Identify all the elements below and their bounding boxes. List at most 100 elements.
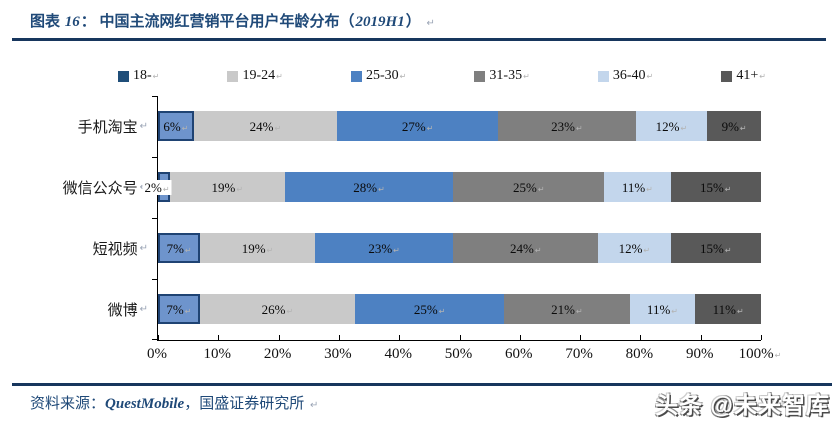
bar-segment-25-30[interactable]: 27%↵ [337,111,499,141]
bar-segment-25-30[interactable]: 25%↵ [355,294,505,324]
bar-segment-31-35[interactable]: 25%↵ [453,172,605,202]
data-label: 7%↵ [166,240,192,256]
category-label-text: 微博 [107,303,138,319]
legend-swatch-icon [597,70,609,82]
bar-segment-36-40[interactable]: 12%↵ [635,111,708,141]
data-label: 11%↵ [646,301,678,317]
paragraph-mark: ↵ [184,245,192,255]
bar-segment-41+[interactable]: 9%↵ [707,111,761,141]
bar-segment-19-24[interactable]: 19%↵ [170,172,285,202]
bar-segment-19-24[interactable]: 24%↵ [193,111,338,141]
bar-segment-18-[interactable]: 7%↵ [158,233,201,263]
data-label: 15%↵ [699,240,732,256]
value-axis-labels: 0% 10% 20% 30% 40% 50% 60% 70% 80% 90% 100%↵ [147,346,781,366]
category-label-text: 手机淘宝 [77,120,138,136]
category-label-手机淘宝: 手机淘宝 ↵ [0,96,150,157]
legend-item-19-24[interactable]: 19-24 ↵ [227,68,283,84]
data-label: 26%↵ [261,301,294,317]
paragraph-mark: ↵ [646,184,653,194]
value-axis-tick [700,335,702,340]
value-axis-tick [218,335,220,340]
paragraph-mark: ↵ [274,123,282,133]
data-label: 23%↵ [551,118,583,134]
legend-label: 19-24 [242,68,276,83]
legend-swatch-icon [118,70,129,82]
legend-item-36-40[interactable]: 36-40 ↵ [597,68,654,84]
paragraph-mark: ↵ [393,245,400,255]
value-axis-tick [338,335,340,340]
paragraph-mark: ↵ [537,184,545,194]
bar-segment-41+[interactable]: 15%↵ [670,233,761,263]
data-label: 21%↵ [551,301,583,317]
chart-plot-area: 6%↵ 24%↵ 27%↵ 23%↵ 12%↵ 9%↵ 2%↵ 19%↵ 28%↵ 25%↵ 11%… [142,96,762,341]
legend-item-41+[interactable]: 41+ ↵ [721,68,766,84]
data-label: 2%↵ [142,179,172,195]
bar-segment-31-35[interactable]: 23%↵ [498,111,636,141]
paragraph-mark: ↵ [646,71,654,81]
value-axis-label: 10% [203,346,232,362]
value-axis-label: 90% [685,346,714,362]
paragraph-mark: ↵ [739,123,747,133]
bar-segment-31-35[interactable]: 21%↵ [504,294,630,324]
paragraph-mark: ↵ [266,245,274,255]
category-axis-tick [152,96,158,97]
value-axis-label: 70% [565,346,593,362]
category-label-text: 微信公众号 [62,181,138,197]
bar-segment-19-24[interactable]: 26%↵ [199,294,355,324]
bar-segment-18-[interactable]: 6%↵ [158,111,194,141]
source-rest: ，国盛证券研究所 [184,396,305,412]
bar-segment-25-30[interactable]: 23%↵ [314,233,454,263]
legend-item-25-30[interactable]: 25-30 ↵ [350,68,406,84]
paragraph-mark: ↵ [162,184,170,194]
stacked-bar: 6%↵ 24%↵ 27%↵ 23%↵ 12%↵ 9%↵ [158,111,761,141]
legend-item-18-[interactable]: 18- ↵ [118,68,159,84]
value-axis-label: 50% [444,346,473,362]
paragraph-mark: ↵ [426,18,435,29]
figure-colon: ： [80,14,96,30]
bar-segment-36-40[interactable]: 11%↵ [604,172,671,202]
source-prefix: 资料来源： [30,396,106,412]
value-axis-label: 100%↵ [738,346,782,362]
bar-segment-18-[interactable]: 2%↵ [142,172,172,202]
legend-item-31-35[interactable]: 31-35 ↵ [474,68,530,84]
category-axis-tick [152,218,158,219]
category-label-微信公众号: 微信公众号↵ [0,157,150,218]
data-label: 19%↵ [211,179,244,195]
paragraph-mark: ↵ [286,306,294,316]
source-name: QuestMobile [105,396,185,412]
value-axis-label: 0% [147,346,167,362]
legend-swatch-icon [721,70,733,82]
category-axis-tick [152,157,158,158]
stacked-bar: 7%↵ 26%↵ 25%↵ 21%↵ 11%↵ 11%↵ [158,294,761,324]
value-axis-label: 30% [324,346,352,362]
source-note: 资料来源：QuestMobile，国盛证券研究所 ↵ [30,392,318,413]
legend-label: 36-40 [612,68,646,83]
value-axis-tick [459,335,461,340]
bar-segment-36-40[interactable]: 12%↵ [598,233,671,263]
category-label-text: 短视频 [92,242,138,258]
value-axis-label: 80% [625,346,654,362]
paragraph-mark: ↵ [426,123,434,133]
bar-segment-18-[interactable]: 7%↵ [158,294,200,324]
paragraph-mark: ↵ [724,245,732,255]
bar-segment-25-30[interactable]: 28%↵ [284,172,454,202]
data-label: 27%↵ [401,118,434,134]
figure-title-close: ） [405,14,421,30]
bar-segment-36-40[interactable]: 11%↵ [629,294,696,324]
category-label-短视频: 短视频 ↵ [0,218,150,279]
value-axis-label: 60% [505,346,533,362]
bar-segment-41+[interactable]: 15%↵ [670,172,761,202]
bar-group-微信公众号: 2%↵ 19%↵ 28%↵ 25%↵ 11%↵ 15%↵ [142,157,761,218]
title-divider [12,38,826,41]
figure-title-text: 中国主流网红营销平台用户年龄分布（ [99,14,355,30]
bar-segment-19-24[interactable]: 19%↵ [200,233,315,263]
bar-segment-31-35[interactable]: 24%↵ [453,233,599,263]
category-axis-tick [152,339,158,340]
data-label: 23%↵ [368,240,400,256]
category-axis-tick [152,279,158,280]
figure-caption: 图表 16： 中国主流网红营销平台用户年龄分布（2019H1） ↵ [30,10,435,31]
bar-segment-41+[interactable]: 11%↵ [695,294,761,324]
bar-group-手机淘宝: 6%↵ 24%↵ 27%↵ 23%↵ 12%↵ 9%↵ [158,96,761,157]
value-axis-tick [580,335,582,340]
paragraph-mark: ↵ [276,71,283,81]
